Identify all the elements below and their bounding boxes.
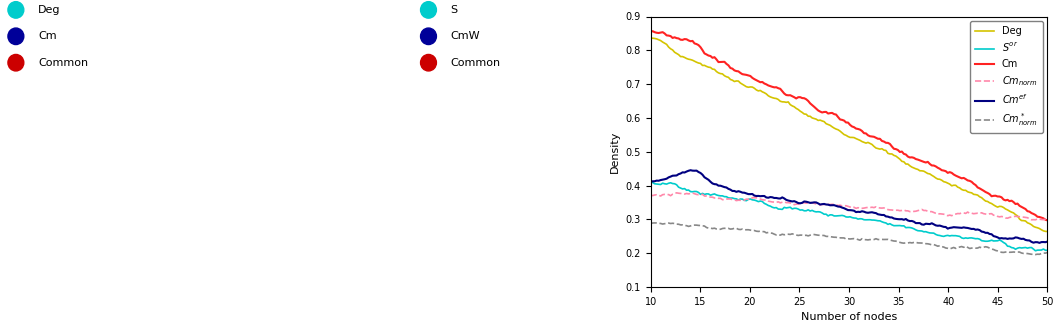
Y-axis label: Density: Density bbox=[610, 131, 620, 173]
Circle shape bbox=[7, 54, 23, 71]
Text: Common: Common bbox=[451, 58, 500, 68]
X-axis label: Number of nodes: Number of nodes bbox=[801, 313, 897, 322]
Text: S: S bbox=[451, 5, 458, 15]
Circle shape bbox=[420, 2, 436, 18]
Text: CmW: CmW bbox=[451, 31, 480, 41]
Circle shape bbox=[7, 28, 23, 45]
Text: Common: Common bbox=[38, 58, 88, 68]
Circle shape bbox=[7, 2, 23, 18]
Text: Cm: Cm bbox=[38, 31, 57, 41]
Circle shape bbox=[420, 54, 436, 71]
Text: Deg: Deg bbox=[38, 5, 60, 15]
Legend: Deg, $S^{or}$, Cm, $Cm_{norm}$, $Cm^{ef}$, $Cm^*_{norm}$: Deg, $S^{or}$, Cm, $Cm_{norm}$, $Cm^{ef}… bbox=[970, 21, 1042, 133]
Circle shape bbox=[420, 28, 436, 45]
